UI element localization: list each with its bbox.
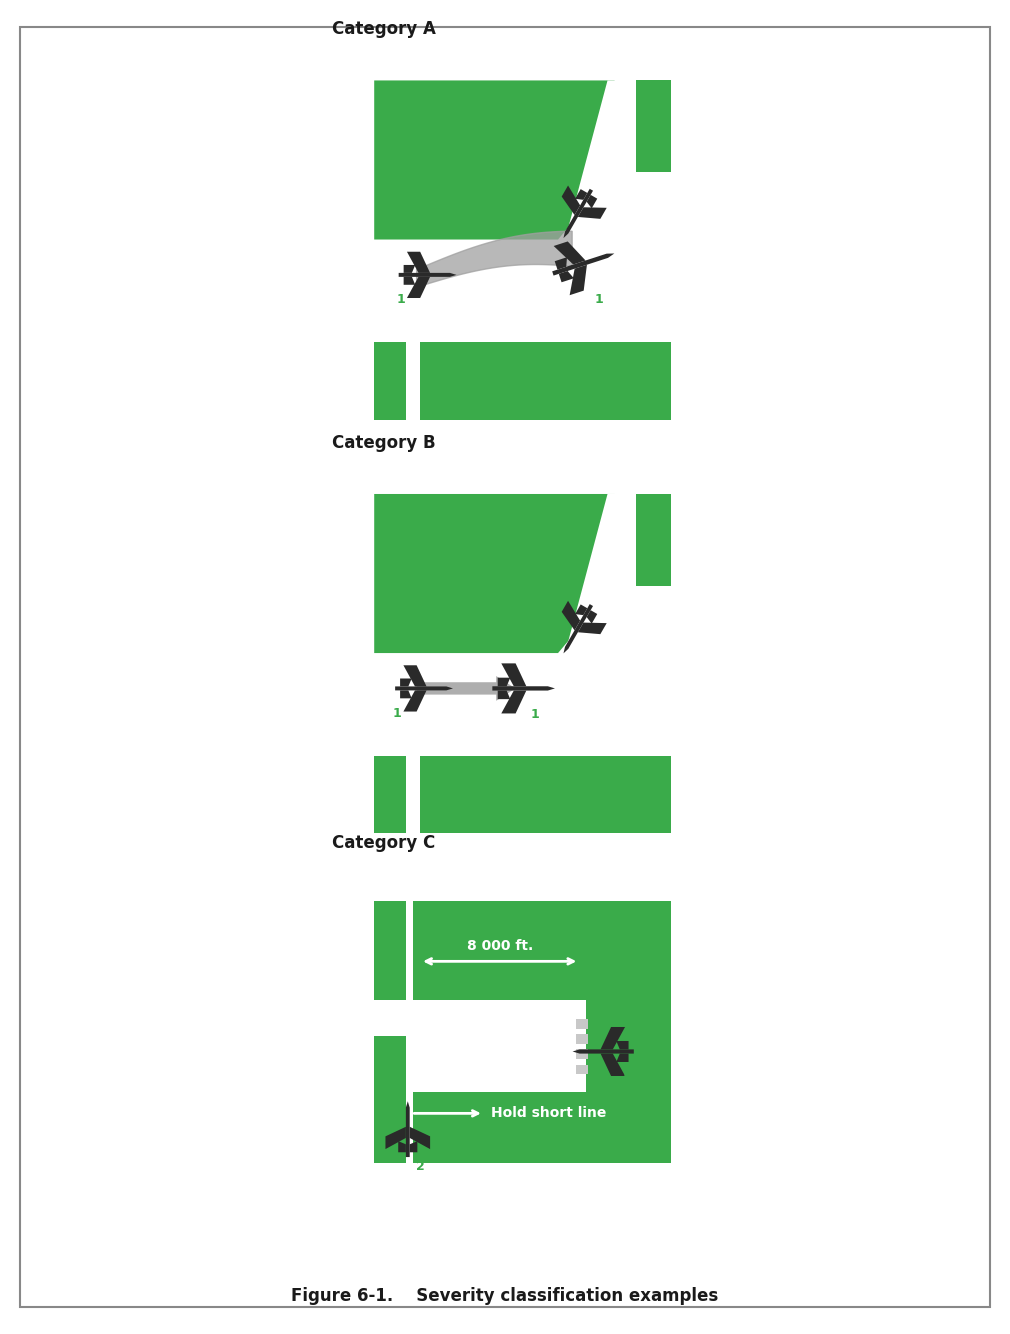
Text: 2: 2 [566, 164, 575, 177]
Polygon shape [575, 604, 588, 615]
Polygon shape [403, 666, 426, 687]
Polygon shape [403, 691, 426, 711]
Polygon shape [566, 80, 636, 240]
Polygon shape [400, 691, 412, 698]
Text: Category C: Category C [331, 834, 435, 851]
Bar [406, 1000, 413, 1163]
Polygon shape [553, 241, 586, 264]
Bar [576, 1019, 588, 1029]
Polygon shape [559, 271, 574, 283]
Polygon shape [498, 678, 510, 686]
Polygon shape [374, 80, 615, 240]
Polygon shape [587, 195, 597, 208]
Text: Category B: Category B [331, 434, 435, 451]
Polygon shape [416, 231, 573, 287]
Polygon shape [636, 80, 672, 172]
Polygon shape [498, 691, 510, 699]
Bar [374, 902, 406, 1000]
Polygon shape [578, 207, 607, 219]
Polygon shape [410, 1127, 430, 1149]
Bar [374, 755, 406, 834]
Bar [420, 342, 672, 420]
Polygon shape [501, 663, 526, 686]
Polygon shape [374, 494, 615, 654]
Polygon shape [562, 185, 580, 215]
Bar [420, 755, 672, 834]
Text: 1: 1 [393, 707, 402, 719]
Polygon shape [410, 1141, 417, 1153]
Polygon shape [564, 189, 593, 237]
Polygon shape [407, 252, 430, 273]
Text: 1: 1 [622, 1074, 631, 1086]
Polygon shape [404, 277, 415, 284]
Polygon shape [398, 1141, 406, 1153]
Text: 1: 1 [396, 293, 405, 305]
Bar [413, 902, 672, 1000]
Polygon shape [601, 1054, 625, 1077]
Bar [576, 1065, 588, 1074]
Text: 2: 2 [416, 1159, 424, 1173]
FancyArrow shape [416, 676, 516, 700]
Polygon shape [616, 1041, 628, 1050]
Bar [587, 1000, 672, 1163]
Polygon shape [407, 277, 430, 297]
Polygon shape [601, 1027, 625, 1050]
Text: 8 000 ft.: 8 000 ft. [467, 939, 533, 952]
Polygon shape [399, 273, 457, 277]
Polygon shape [566, 494, 636, 654]
Polygon shape [573, 1050, 634, 1054]
Text: Figure 6-1.    Severity classification examples: Figure 6-1. Severity classification exam… [291, 1287, 719, 1305]
Bar [374, 342, 406, 420]
Bar [576, 1050, 588, 1059]
Polygon shape [554, 257, 567, 269]
Polygon shape [395, 687, 452, 691]
Polygon shape [501, 691, 526, 714]
Text: 2: 2 [566, 579, 575, 592]
Text: 1: 1 [594, 293, 603, 305]
Text: Hold short line: Hold short line [491, 1106, 606, 1121]
Bar [413, 1093, 587, 1163]
Bar [576, 1034, 588, 1045]
Polygon shape [562, 600, 580, 631]
Polygon shape [492, 686, 554, 691]
Polygon shape [564, 604, 593, 654]
Polygon shape [404, 265, 415, 273]
Text: 1: 1 [530, 708, 539, 722]
Polygon shape [616, 1054, 628, 1062]
Bar [374, 1035, 406, 1163]
Polygon shape [386, 1127, 406, 1149]
Polygon shape [406, 1102, 410, 1157]
Bar [413, 1000, 587, 1085]
Polygon shape [575, 189, 588, 200]
Polygon shape [400, 679, 412, 687]
Polygon shape [578, 623, 607, 634]
Text: Category A: Category A [331, 20, 435, 37]
Polygon shape [587, 610, 597, 624]
Polygon shape [570, 264, 587, 295]
Polygon shape [636, 494, 672, 586]
Polygon shape [552, 253, 614, 276]
